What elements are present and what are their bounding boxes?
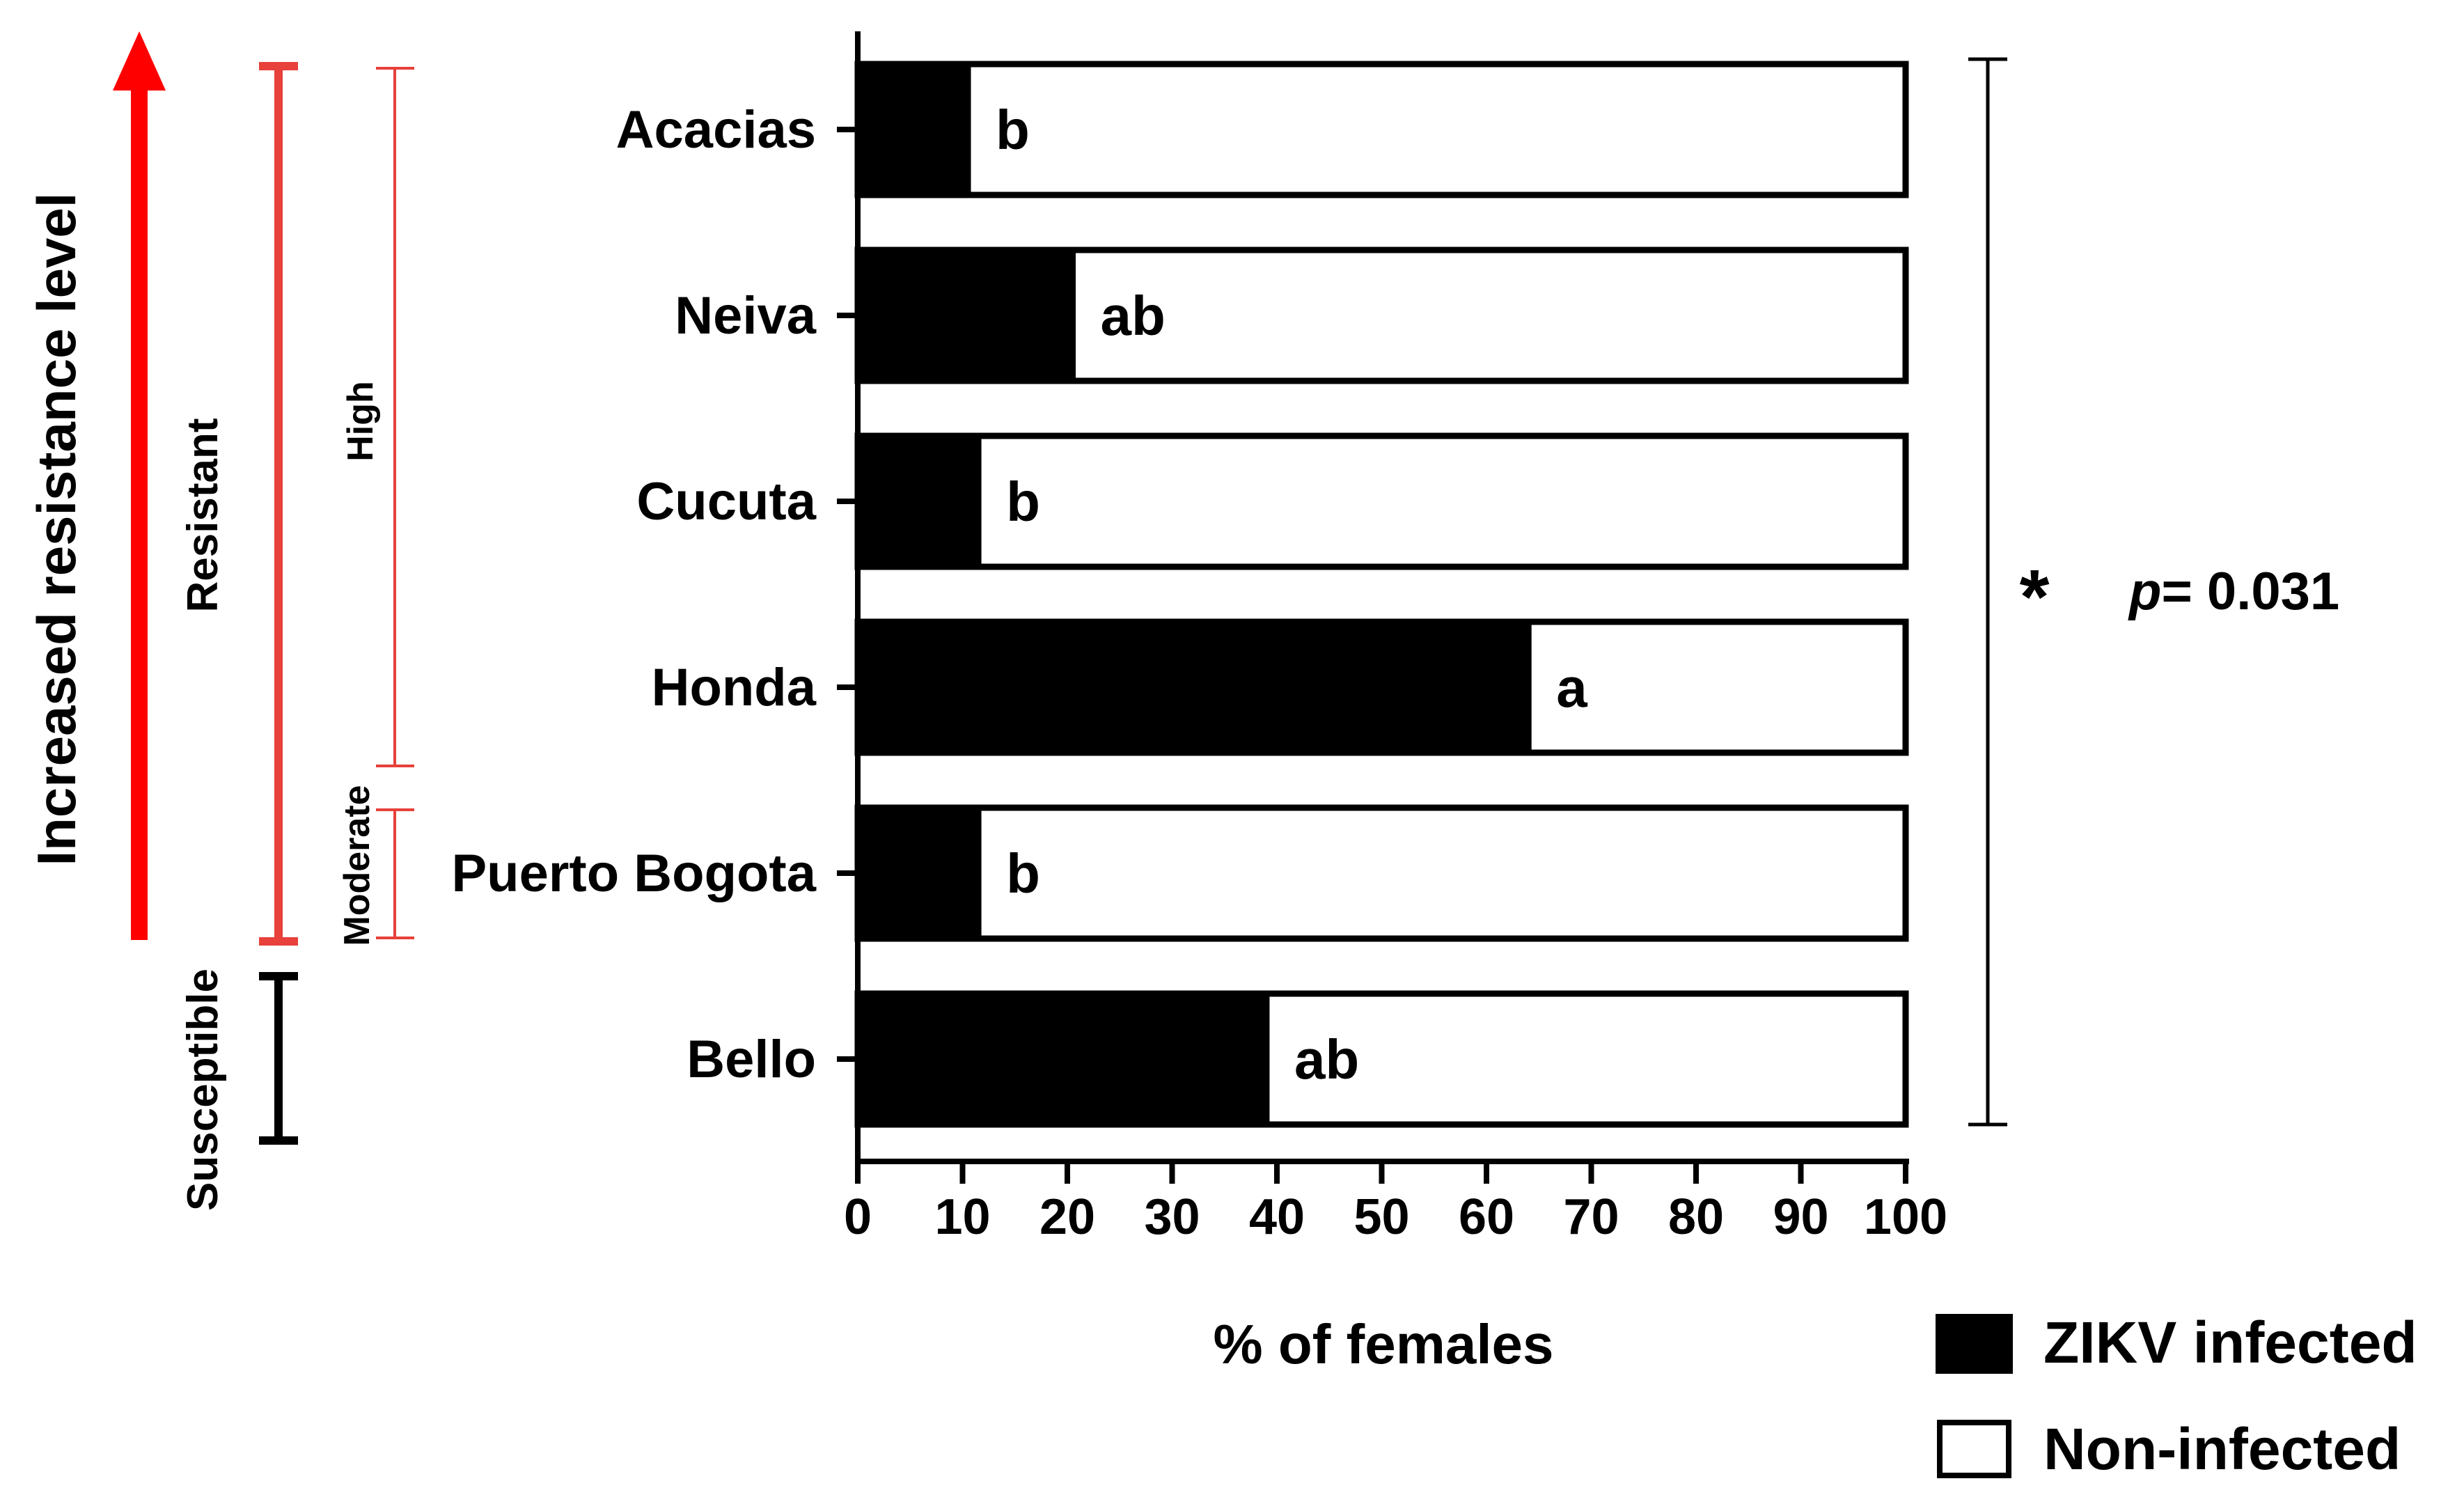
x-axis-title: % of females xyxy=(1213,1313,1553,1375)
moderate-bracket xyxy=(376,808,414,939)
bar-infected-honda xyxy=(854,618,1532,756)
x-tick-label-50: 50 xyxy=(1353,1189,1409,1245)
group-label-cucuta: b xyxy=(1006,471,1040,533)
x-tick-label-90: 90 xyxy=(1773,1189,1828,1245)
significance-star: * xyxy=(2020,554,2050,640)
significance-bracket xyxy=(1968,57,2007,1127)
legend: ZIKV infected Non-infected xyxy=(1936,1310,2417,1482)
p-value-label: p= 0.031 xyxy=(2128,562,2339,621)
bar-noninfected-cucuta xyxy=(854,432,1909,570)
resistant-bracket xyxy=(259,62,298,946)
x-tick-label-20: 20 xyxy=(1039,1189,1095,1245)
x-tick-label-80: 80 xyxy=(1668,1189,1724,1245)
legend-swatch-infected xyxy=(1936,1314,2013,1374)
x-tick-label-10: 10 xyxy=(934,1189,990,1245)
x-tick-label-70: 70 xyxy=(1563,1189,1619,1245)
susceptible-label: Susceptible xyxy=(179,969,227,1211)
bar-noninfected-acacias xyxy=(854,61,1909,198)
group-label-puerto-bogota: b xyxy=(1006,843,1040,904)
x-tick-label-0: 0 xyxy=(844,1189,872,1245)
legend-label-infected: ZIKV infected xyxy=(2043,1310,2417,1375)
bar-infected-acacias xyxy=(854,61,971,198)
group-label-honda: a xyxy=(1556,657,1587,719)
x-tick-label-60: 60 xyxy=(1459,1189,1514,1245)
group-label-bello: ab xyxy=(1294,1028,1359,1090)
p-symbol: p xyxy=(2128,562,2161,621)
bar-infected-puerto-bogota xyxy=(854,804,982,942)
x-tick-label-100: 100 xyxy=(1864,1189,1947,1245)
bar-infected-neiva xyxy=(854,246,1076,384)
x-tick-label-40: 40 xyxy=(1249,1189,1305,1245)
resistance-arrow xyxy=(113,31,166,940)
moderate-label: Moderate xyxy=(337,785,377,946)
category-label-cucuta: Cucuta xyxy=(636,472,816,531)
group-label-neiva: ab xyxy=(1101,285,1166,347)
category-label-puerto-bogota: Puerto Bogota xyxy=(451,844,816,903)
high-label: High xyxy=(340,381,381,462)
bar-infected-cucuta xyxy=(854,432,982,570)
category-label-honda: Honda xyxy=(652,658,817,717)
legend-swatch-noninfected xyxy=(1937,1420,2011,1478)
resistant-label: Resistant xyxy=(179,418,227,612)
category-label-acacias: Acacias xyxy=(616,100,816,159)
bar-infected-bello xyxy=(854,990,1270,1128)
plot-area: b Acacias ab Neiva b Cucuta a Honda b Puerto Bogo… xyxy=(451,61,1947,1245)
x-tick-label-30: 30 xyxy=(1144,1189,1200,1245)
susceptible-bracket xyxy=(259,972,298,1145)
group-label-acacias: b xyxy=(996,99,1030,161)
category-label-neiva: Neiva xyxy=(675,286,817,345)
legend-label-noninfected: Non-infected xyxy=(2043,1416,2401,1482)
p-value: = 0.031 xyxy=(2161,562,2339,621)
category-label-bello: Bello xyxy=(686,1030,816,1089)
bar-noninfected-puerto-bogota xyxy=(854,804,1909,942)
high-bracket xyxy=(376,67,414,767)
arrow-label: Increased resistance level xyxy=(26,193,87,866)
